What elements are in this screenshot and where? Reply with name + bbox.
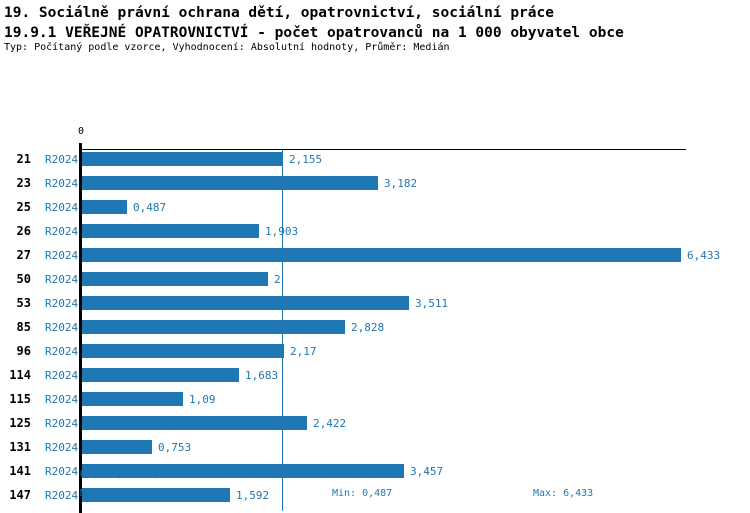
value-label: 1,903 <box>265 225 299 238</box>
stat-min: Min: 0,487 <box>332 488 393 499</box>
chart-row: 23 R2024 3,182 <box>0 176 750 190</box>
category-label: 115 <box>9 392 31 406</box>
legend-period: Období[R2024]: Realita - 2024 <box>80 469 255 480</box>
category-label: 50 <box>16 272 31 286</box>
stat-median: Medián: 2,155 <box>80 488 159 499</box>
value-label: 2,17 <box>290 345 317 358</box>
bar <box>82 272 268 286</box>
value-label: 6,433 <box>687 249 721 262</box>
bar <box>82 344 284 358</box>
series-period-label: R2024 <box>45 201 79 214</box>
value-label: 3,457 <box>410 465 444 478</box>
report-title-line1: 19. Sociálně právní ochrana dětí, opatro… <box>4 5 554 21</box>
value-label: 2 <box>274 273 281 286</box>
series-period-label: R2024 <box>45 489 79 502</box>
category-label: 96 <box>16 344 31 358</box>
x-axis-zero-tick-label: 0 <box>77 126 85 137</box>
bar <box>82 296 409 310</box>
category-label: 26 <box>16 224 31 238</box>
series-period-label: R2024 <box>45 297 79 310</box>
chart-row: 25 R2024 0,487 <box>0 200 750 214</box>
category-label: 25 <box>16 200 31 214</box>
bar <box>82 488 230 502</box>
category-label: 27 <box>16 248 31 262</box>
series-period-label: R2024 <box>45 393 79 406</box>
series-period-label: R2024 <box>45 465 79 478</box>
series-period-label: R2024 <box>45 345 79 358</box>
value-label: 1,592 <box>236 489 270 502</box>
bar <box>82 440 152 454</box>
series-period-label: R2024 <box>45 321 79 334</box>
value-label: 2,422 <box>313 417 347 430</box>
category-label: 23 <box>16 176 31 190</box>
series-period-label: R2024 <box>45 369 79 382</box>
bar <box>82 200 127 214</box>
value-label: 2,828 <box>351 321 385 334</box>
category-label: 141 <box>9 464 31 478</box>
value-label: 3,182 <box>384 177 418 190</box>
stat-max: Max: 6,433 <box>533 488 594 499</box>
value-label: 0,487 <box>133 201 167 214</box>
category-label: 114 <box>9 368 31 382</box>
series-period-label: R2024 <box>45 177 79 190</box>
chart-row: 21 R2024 2,155 <box>0 152 750 166</box>
category-label: 21 <box>16 152 31 166</box>
value-label: 1,683 <box>245 369 279 382</box>
value-label: 1,09 <box>189 393 216 406</box>
y-axis-line <box>79 143 82 513</box>
series-period-label: R2024 <box>45 273 79 286</box>
chart-row: 147 R2024 1,592 <box>0 488 750 502</box>
bar <box>82 392 183 406</box>
bar <box>82 320 345 334</box>
chart-row: 115 R2024 1,09 <box>0 392 750 406</box>
category-label: 53 <box>16 296 31 310</box>
chart-row: 96 R2024 2,17 <box>0 344 750 358</box>
category-label: 85 <box>16 320 31 334</box>
bar <box>82 368 239 382</box>
chart-row: 27 R2024 6,433 <box>0 248 750 262</box>
series-period-label: R2024 <box>45 225 79 238</box>
bar <box>82 464 404 478</box>
series-period-label: R2024 <box>45 249 79 262</box>
category-label: 147 <box>9 488 31 502</box>
bar <box>82 176 378 190</box>
value-label: 0,753 <box>158 441 192 454</box>
category-label: 131 <box>9 440 31 454</box>
chart-row: 131 R2024 0,753 <box>0 440 750 454</box>
value-label: 2,155 <box>289 153 323 166</box>
bar <box>82 224 259 238</box>
series-period-label: R2024 <box>45 153 79 166</box>
value-label: 3,511 <box>415 297 449 310</box>
series-period-label: R2024 <box>45 441 79 454</box>
category-label: 125 <box>9 416 31 430</box>
chart-row: 53 R2024 3,511 <box>0 296 750 310</box>
bar-chart: 0 21 R2024 2,155 23 R2024 3,182 25 R2024 0,487 26… <box>0 60 750 513</box>
bar <box>82 248 681 262</box>
chart-row: 125 R2024 2,422 <box>0 416 750 430</box>
report-subtitle: Typ: Počítaný podle vzorce, Vyhodnocení:… <box>4 42 450 53</box>
bar <box>82 416 307 430</box>
chart-row: 114 R2024 1,683 <box>0 368 750 382</box>
chart-row: 141 R2024 3,457 <box>0 464 750 478</box>
chart-row: 50 R2024 2 <box>0 272 750 286</box>
bar <box>82 152 283 166</box>
chart-row: 85 R2024 2,828 <box>0 320 750 334</box>
series-period-label: R2024 <box>45 417 79 430</box>
chart-top-border <box>81 149 686 150</box>
report-title-line2: 19.9.1 VEŘEJNÉ OPATROVNICTVÍ - počet opa… <box>4 25 624 41</box>
chart-row: 26 R2024 1,903 <box>0 224 750 238</box>
